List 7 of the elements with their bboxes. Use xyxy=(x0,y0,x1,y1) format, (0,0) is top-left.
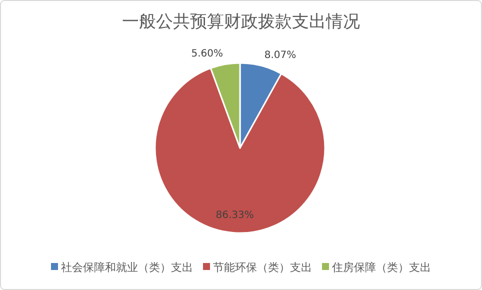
data-label: 8.07% xyxy=(264,50,296,62)
data-label: 86.33% xyxy=(216,210,254,222)
legend-label: 节能环保（类）支出 xyxy=(213,261,312,274)
data-label: 5.60% xyxy=(191,48,224,60)
legend-label: 社会保障和就业（类）支出 xyxy=(61,261,193,274)
chart-title: 一般公共预算财政拨款支出情况 xyxy=(122,12,360,32)
legend-label: 住房保障（类）支出 xyxy=(332,261,431,274)
